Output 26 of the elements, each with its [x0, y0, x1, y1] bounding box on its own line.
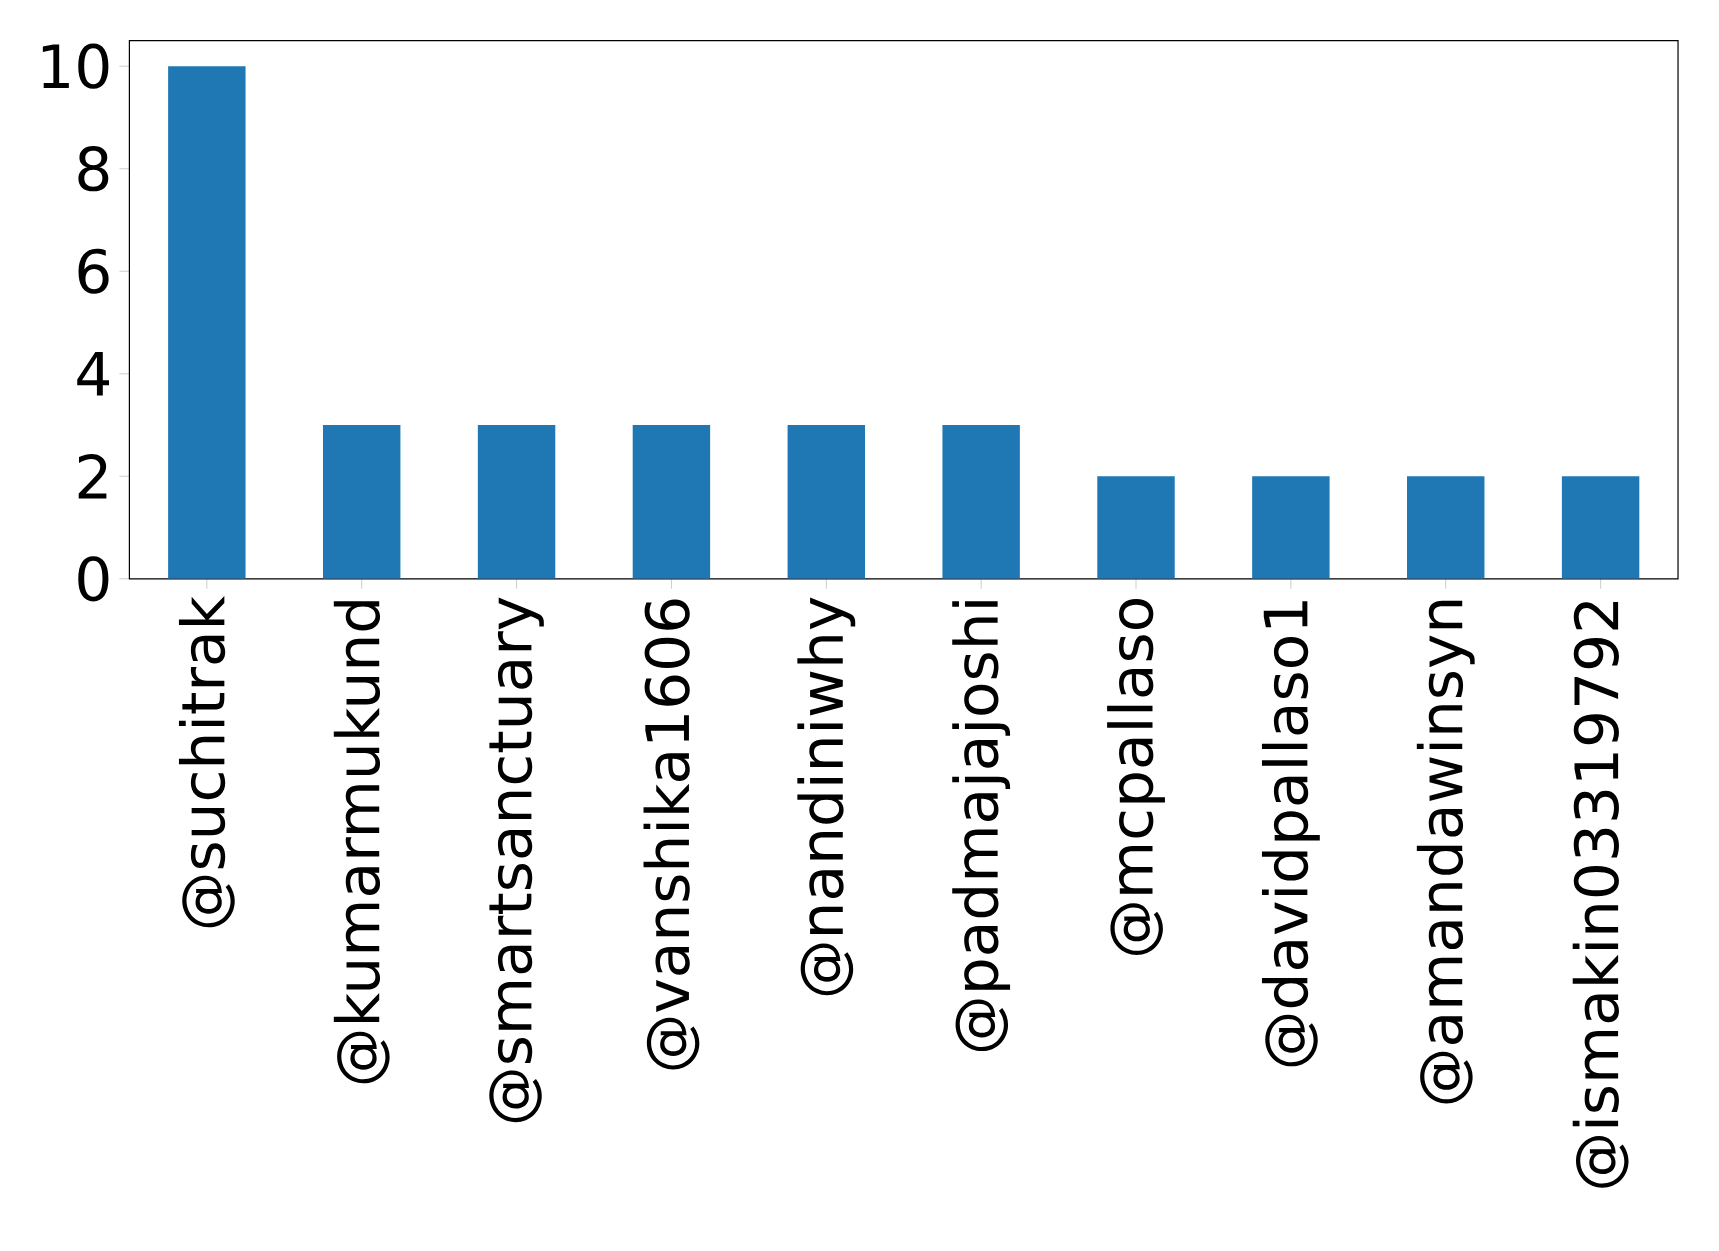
bar [477, 425, 556, 579]
y-tick-label: 8 [78, 146, 109, 192]
x-tick-label: @vanshika1606 [643, 599, 700, 1070]
x-tick-label: @kumarmukund [333, 601, 390, 1084]
x-tick-label: @padmajajoshi [952, 601, 1011, 1052]
x-tick-label: @smartsanctuary [489, 597, 544, 1123]
bar [787, 425, 865, 579]
x-tick-label: @ismakin03319792 [1572, 601, 1629, 1188]
bar [632, 425, 711, 579]
y-tick-label: 4 [77, 351, 110, 396]
x-tick-label: @suchitrak [178, 595, 235, 928]
y-tick-label: 6 [78, 248, 109, 294]
x-tick-label: @amandawinsyn [1416, 600, 1475, 1104]
bar [1252, 476, 1330, 579]
y-tick-label: 2 [78, 454, 107, 499]
x-tick-label: @davidpallaso1 [1261, 601, 1320, 1067]
bar [1097, 476, 1175, 579]
bar [942, 425, 1020, 579]
x-tick-label: @mcpallaso [1107, 599, 1165, 955]
y-tick-label: 10 [42, 43, 109, 89]
y-tick-label: 0 [78, 556, 109, 602]
bar [168, 66, 246, 579]
x-tick-label: @nandiniwhy [797, 597, 856, 996]
bar [1407, 476, 1485, 579]
bar [322, 425, 401, 579]
bar [1561, 476, 1640, 579]
